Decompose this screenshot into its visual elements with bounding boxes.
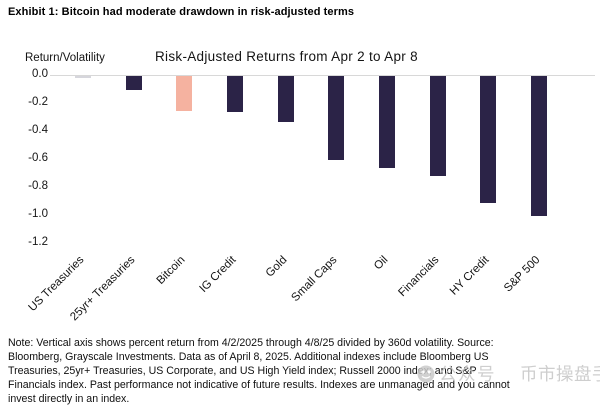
watermark: 公众号 币市操盘手 — [416, 361, 600, 386]
chart-bar — [328, 75, 345, 160]
y-tick-label: 0.0 — [32, 68, 48, 80]
footnote-line: invest directly in an index. — [8, 393, 130, 405]
y-tick-label: -0.6 — [28, 152, 48, 164]
chart-bar — [480, 75, 497, 203]
chart-bar — [531, 75, 548, 216]
y-tick-label: -1.0 — [28, 208, 48, 220]
footnote-line: Bloomberg, Grayscale Investments. Data a… — [8, 351, 489, 363]
chart-title: Risk-Adjusted Returns from Apr 2 to Apr … — [155, 49, 418, 64]
watermark-logo-icon — [416, 364, 436, 384]
footnote-line: Financials index. Past performance not i… — [8, 379, 510, 391]
watermark-account-name: 币市操盘手 — [520, 364, 600, 384]
y-tick-label: -0.8 — [28, 180, 48, 192]
y-tick-label: -0.2 — [28, 96, 48, 108]
chart-bar — [125, 75, 142, 90]
zero-baseline — [50, 75, 595, 77]
footnote-line: Treasuries, 25yr+ Treasuries, US Corpora… — [8, 365, 477, 377]
chart-bar — [75, 75, 91, 78]
chart-bar — [379, 75, 396, 168]
chart-bar — [429, 75, 446, 177]
chart-bar — [277, 75, 294, 122]
x-axis-label: US Treasuries — [26, 254, 87, 315]
footnote: Note: Vertical axis shows percent return… — [8, 336, 596, 406]
watermark-prefix: 公众号 — [439, 364, 496, 384]
y-axis-title: Return/Volatility — [25, 52, 105, 64]
exhibit-title: Exhibit 1: Bitcoin had moderate drawdown… — [8, 6, 355, 18]
y-tick-label: -0.4 — [28, 124, 48, 136]
chart-bar — [227, 75, 243, 112]
y-tick-label: -1.2 — [28, 236, 48, 248]
footnote-line: Note: Vertical axis shows percent return… — [8, 337, 494, 349]
chart-bar — [176, 75, 193, 111]
